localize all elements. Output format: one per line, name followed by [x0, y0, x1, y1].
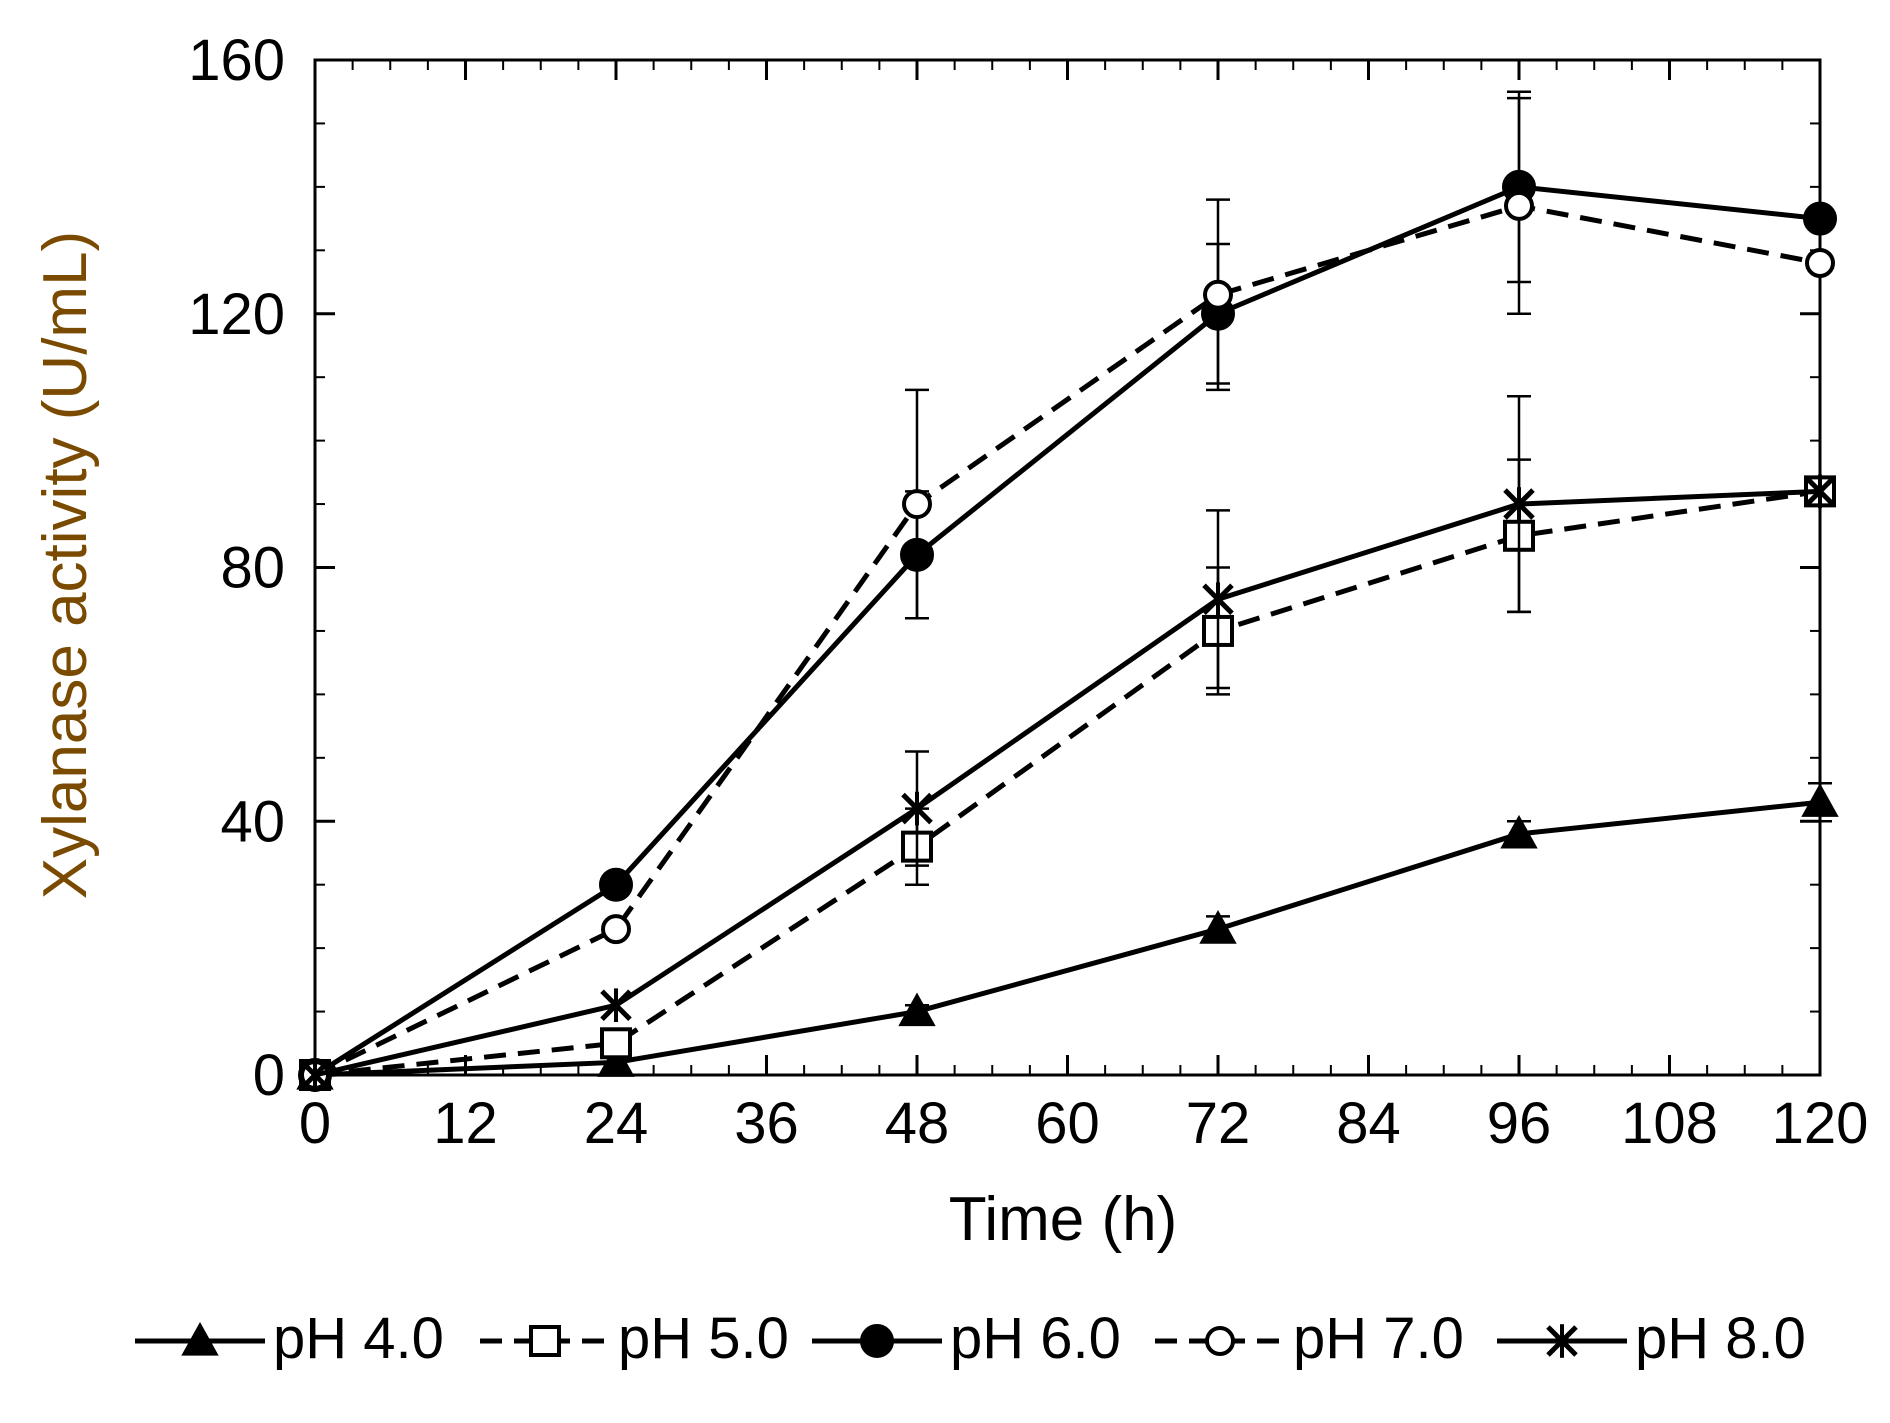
- series-line: [313, 184, 1821, 1078]
- data-point: [600, 988, 632, 1023]
- data-point: [600, 1027, 632, 1060]
- legend-marker: [529, 1325, 561, 1357]
- y-tick-label: 40: [220, 789, 285, 854]
- series-line: [314, 488, 1821, 1078]
- legend-marker: [181, 1321, 219, 1356]
- data-point: [601, 914, 631, 945]
- legend-item: pH 5.0: [480, 1306, 789, 1371]
- y-tick-label: 120: [188, 282, 285, 347]
- series-line: [314, 488, 1821, 1078]
- series-line: [313, 203, 1821, 1078]
- data-point: [599, 867, 633, 902]
- y-tick-label: 80: [220, 536, 285, 601]
- data-point: [1801, 783, 1839, 817]
- data-point: [1504, 190, 1534, 221]
- y-tick-label: 0: [253, 1043, 285, 1108]
- data-point: [1804, 474, 1836, 509]
- legend-label: pH 5.0: [618, 1306, 789, 1371]
- legend-item: pH 6.0: [812, 1306, 1121, 1371]
- series-pH-4_0: [296, 781, 1839, 1090]
- x-tick-label: 24: [584, 1091, 649, 1156]
- legend-marker: [860, 1324, 894, 1358]
- legend-marker: [1546, 1324, 1578, 1358]
- legend-label: pH 6.0: [950, 1306, 1121, 1371]
- data-point: [901, 791, 933, 826]
- series-pH-5_0: [299, 458, 1836, 1091]
- plot-frame: [313, 58, 1822, 1077]
- x-tick-label: 120: [1772, 1091, 1869, 1156]
- data-point: [1199, 910, 1237, 944]
- x-tick-label: 84: [1336, 1091, 1401, 1156]
- legend-item: pH 7.0: [1155, 1306, 1464, 1371]
- data-point: [597, 1043, 635, 1077]
- y-tick-label: 160: [188, 28, 285, 93]
- data-point: [1500, 814, 1538, 849]
- legend-item: pH 4.0: [135, 1306, 444, 1371]
- x-tick-label: 108: [1621, 1091, 1718, 1156]
- x-tick-label: 72: [1186, 1091, 1251, 1156]
- data-point: [902, 489, 932, 520]
- data-point: [1203, 279, 1233, 310]
- series-group: [296, 90, 1839, 1092]
- y-axis-title: Xylanase activity (U/mL): [31, 231, 100, 899]
- data-point: [898, 992, 936, 1027]
- data-point: [299, 1058, 331, 1092]
- x-axis-title: Time (h): [949, 1185, 1177, 1254]
- legend-item: pH 8.0: [1497, 1306, 1806, 1371]
- axes: 0 12 24 36 48 60 72 84 96 108 120 0 40 80 120 160: [188, 28, 1868, 1156]
- data-point: [1805, 248, 1835, 278]
- x-tick-label: 60: [1035, 1091, 1100, 1156]
- series-pH-8_0: [299, 394, 1836, 1092]
- data-point: [1503, 487, 1535, 521]
- x-tick-label: 48: [885, 1091, 950, 1156]
- data-point: [1202, 582, 1234, 617]
- x-tick-label: 12: [433, 1091, 498, 1156]
- legend-label: pH 4.0: [273, 1306, 444, 1371]
- legend-label: pH 7.0: [1293, 1306, 1464, 1371]
- x-tick-label: 0: [299, 1091, 331, 1156]
- series-line: [314, 799, 1821, 1078]
- series-pH-6_0: [298, 90, 1837, 1092]
- data-point: [1803, 201, 1837, 236]
- x-tick-label: 36: [734, 1091, 799, 1156]
- x-tick-label: 96: [1487, 1091, 1552, 1156]
- legend-marker: [1205, 1326, 1235, 1356]
- legend-label: pH 8.0: [1635, 1306, 1806, 1371]
- legend: pH 4.0 pH 5.0 pH 6.0 pH 7.0 pH 8.0: [135, 1306, 1806, 1371]
